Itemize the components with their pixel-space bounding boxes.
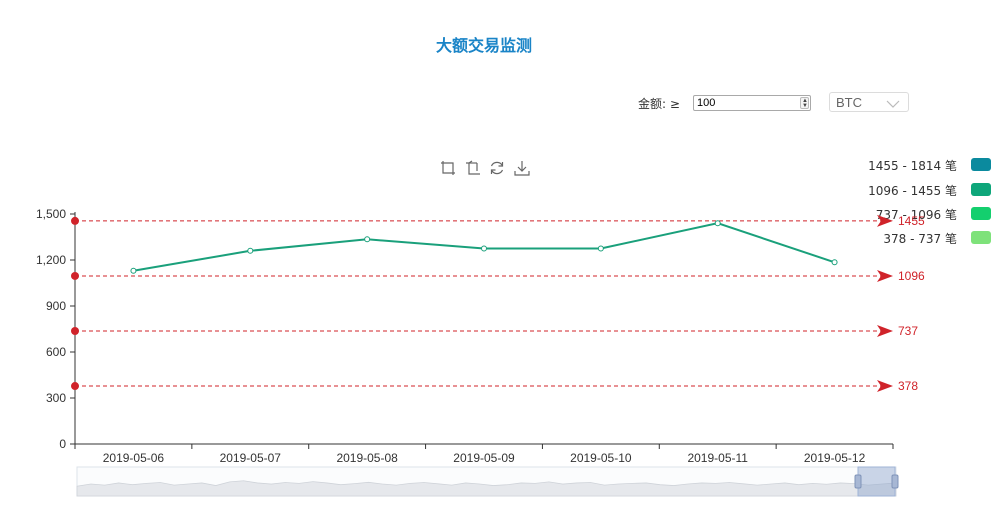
amount-stepper[interactable]: ▲ ▼: [800, 97, 809, 109]
mark-line-arrow: [877, 324, 893, 337]
mark-line-start-dot: [71, 216, 79, 225]
legend-label: 737 - 1096 笔: [875, 208, 957, 222]
data-point: [831, 259, 838, 266]
legend-label: 378 - 737 笔: [883, 232, 957, 246]
mark-line-arrow: [877, 380, 893, 393]
data-zoom-slider[interactable]: [76, 466, 899, 497]
legend-swatch: [971, 158, 991, 171]
legend-item[interactable]: 737 - 1096 笔: [851, 206, 991, 222]
legend-item[interactable]: 1455 - 1814 笔: [851, 157, 991, 173]
amount-input[interactable]: [693, 95, 811, 111]
mark-line-start-dot: [71, 382, 79, 391]
data-point: [247, 247, 254, 254]
y-tick-label: 900: [46, 299, 66, 313]
data-point: [364, 236, 371, 243]
legend-swatch: [971, 231, 991, 244]
data-zoom-handle[interactable]: [854, 474, 862, 489]
mark-line-label: 737: [898, 324, 918, 338]
mark-line-arrow: [877, 269, 893, 282]
y-tick-label: 1,500: [36, 207, 66, 221]
chevron-down-icon: [886, 96, 900, 114]
axes: 0 300 600 900 1,200 1,500 2019-05-06 2019-05-07…: [36, 207, 894, 465]
y-tick-label: 600: [46, 345, 66, 359]
mark-line-label: 1096: [898, 269, 925, 283]
data-point: [130, 267, 137, 274]
save-image-icon[interactable]: [514, 160, 530, 176]
x-tick-label: 2019-05-11: [687, 451, 748, 465]
x-tick-label: 2019-05-07: [220, 451, 282, 465]
data-zoom-handle[interactable]: [891, 474, 899, 489]
data-zoom-window: [857, 466, 896, 497]
legend-label: 1096 - 1455 笔: [868, 184, 957, 198]
x-tick-label: 2019-05-12: [804, 451, 866, 465]
y-tick-label: 1,200: [36, 253, 66, 267]
legend-swatch: [971, 183, 991, 196]
chart-title: 大额交易监测: [435, 36, 532, 55]
y-tick-label: 300: [46, 391, 66, 405]
data-point: [481, 245, 487, 252]
data-zoom-preview: [76, 480, 897, 497]
mark-lines: 1455 1096 737 378: [71, 214, 925, 393]
amount-filter-label: 金额: ≥: [638, 97, 680, 111]
x-tick-label: 2019-05-06: [103, 451, 165, 465]
mark-line-label: 1455: [898, 214, 925, 228]
restore-icon[interactable]: [489, 160, 505, 176]
y-tick-label: 0: [59, 437, 66, 451]
mark-line-start-dot: [71, 271, 79, 280]
zoom-reset-icon[interactable]: [465, 160, 481, 176]
currency-select-value: BTC: [836, 95, 862, 110]
mark-line-start-dot: [71, 326, 79, 335]
mark-line-arrow: [877, 214, 893, 227]
currency-select[interactable]: BTC: [829, 92, 909, 112]
zoom-icon[interactable]: [440, 160, 456, 176]
x-tick-label: 2019-05-09: [453, 451, 515, 465]
series-line: [130, 220, 838, 274]
data-point: [714, 220, 721, 227]
x-tick-label: 2019-05-10: [570, 451, 632, 465]
legend-item[interactable]: 1096 - 1455 笔: [851, 182, 991, 198]
legend-label: 1455 - 1814 笔: [868, 159, 957, 173]
x-tick-label: 2019-05-08: [336, 451, 398, 465]
legend-item[interactable]: 378 - 737 笔: [851, 230, 991, 246]
data-point: [597, 245, 604, 252]
mark-line-label: 378: [898, 379, 918, 393]
legend-swatch: [971, 207, 991, 220]
